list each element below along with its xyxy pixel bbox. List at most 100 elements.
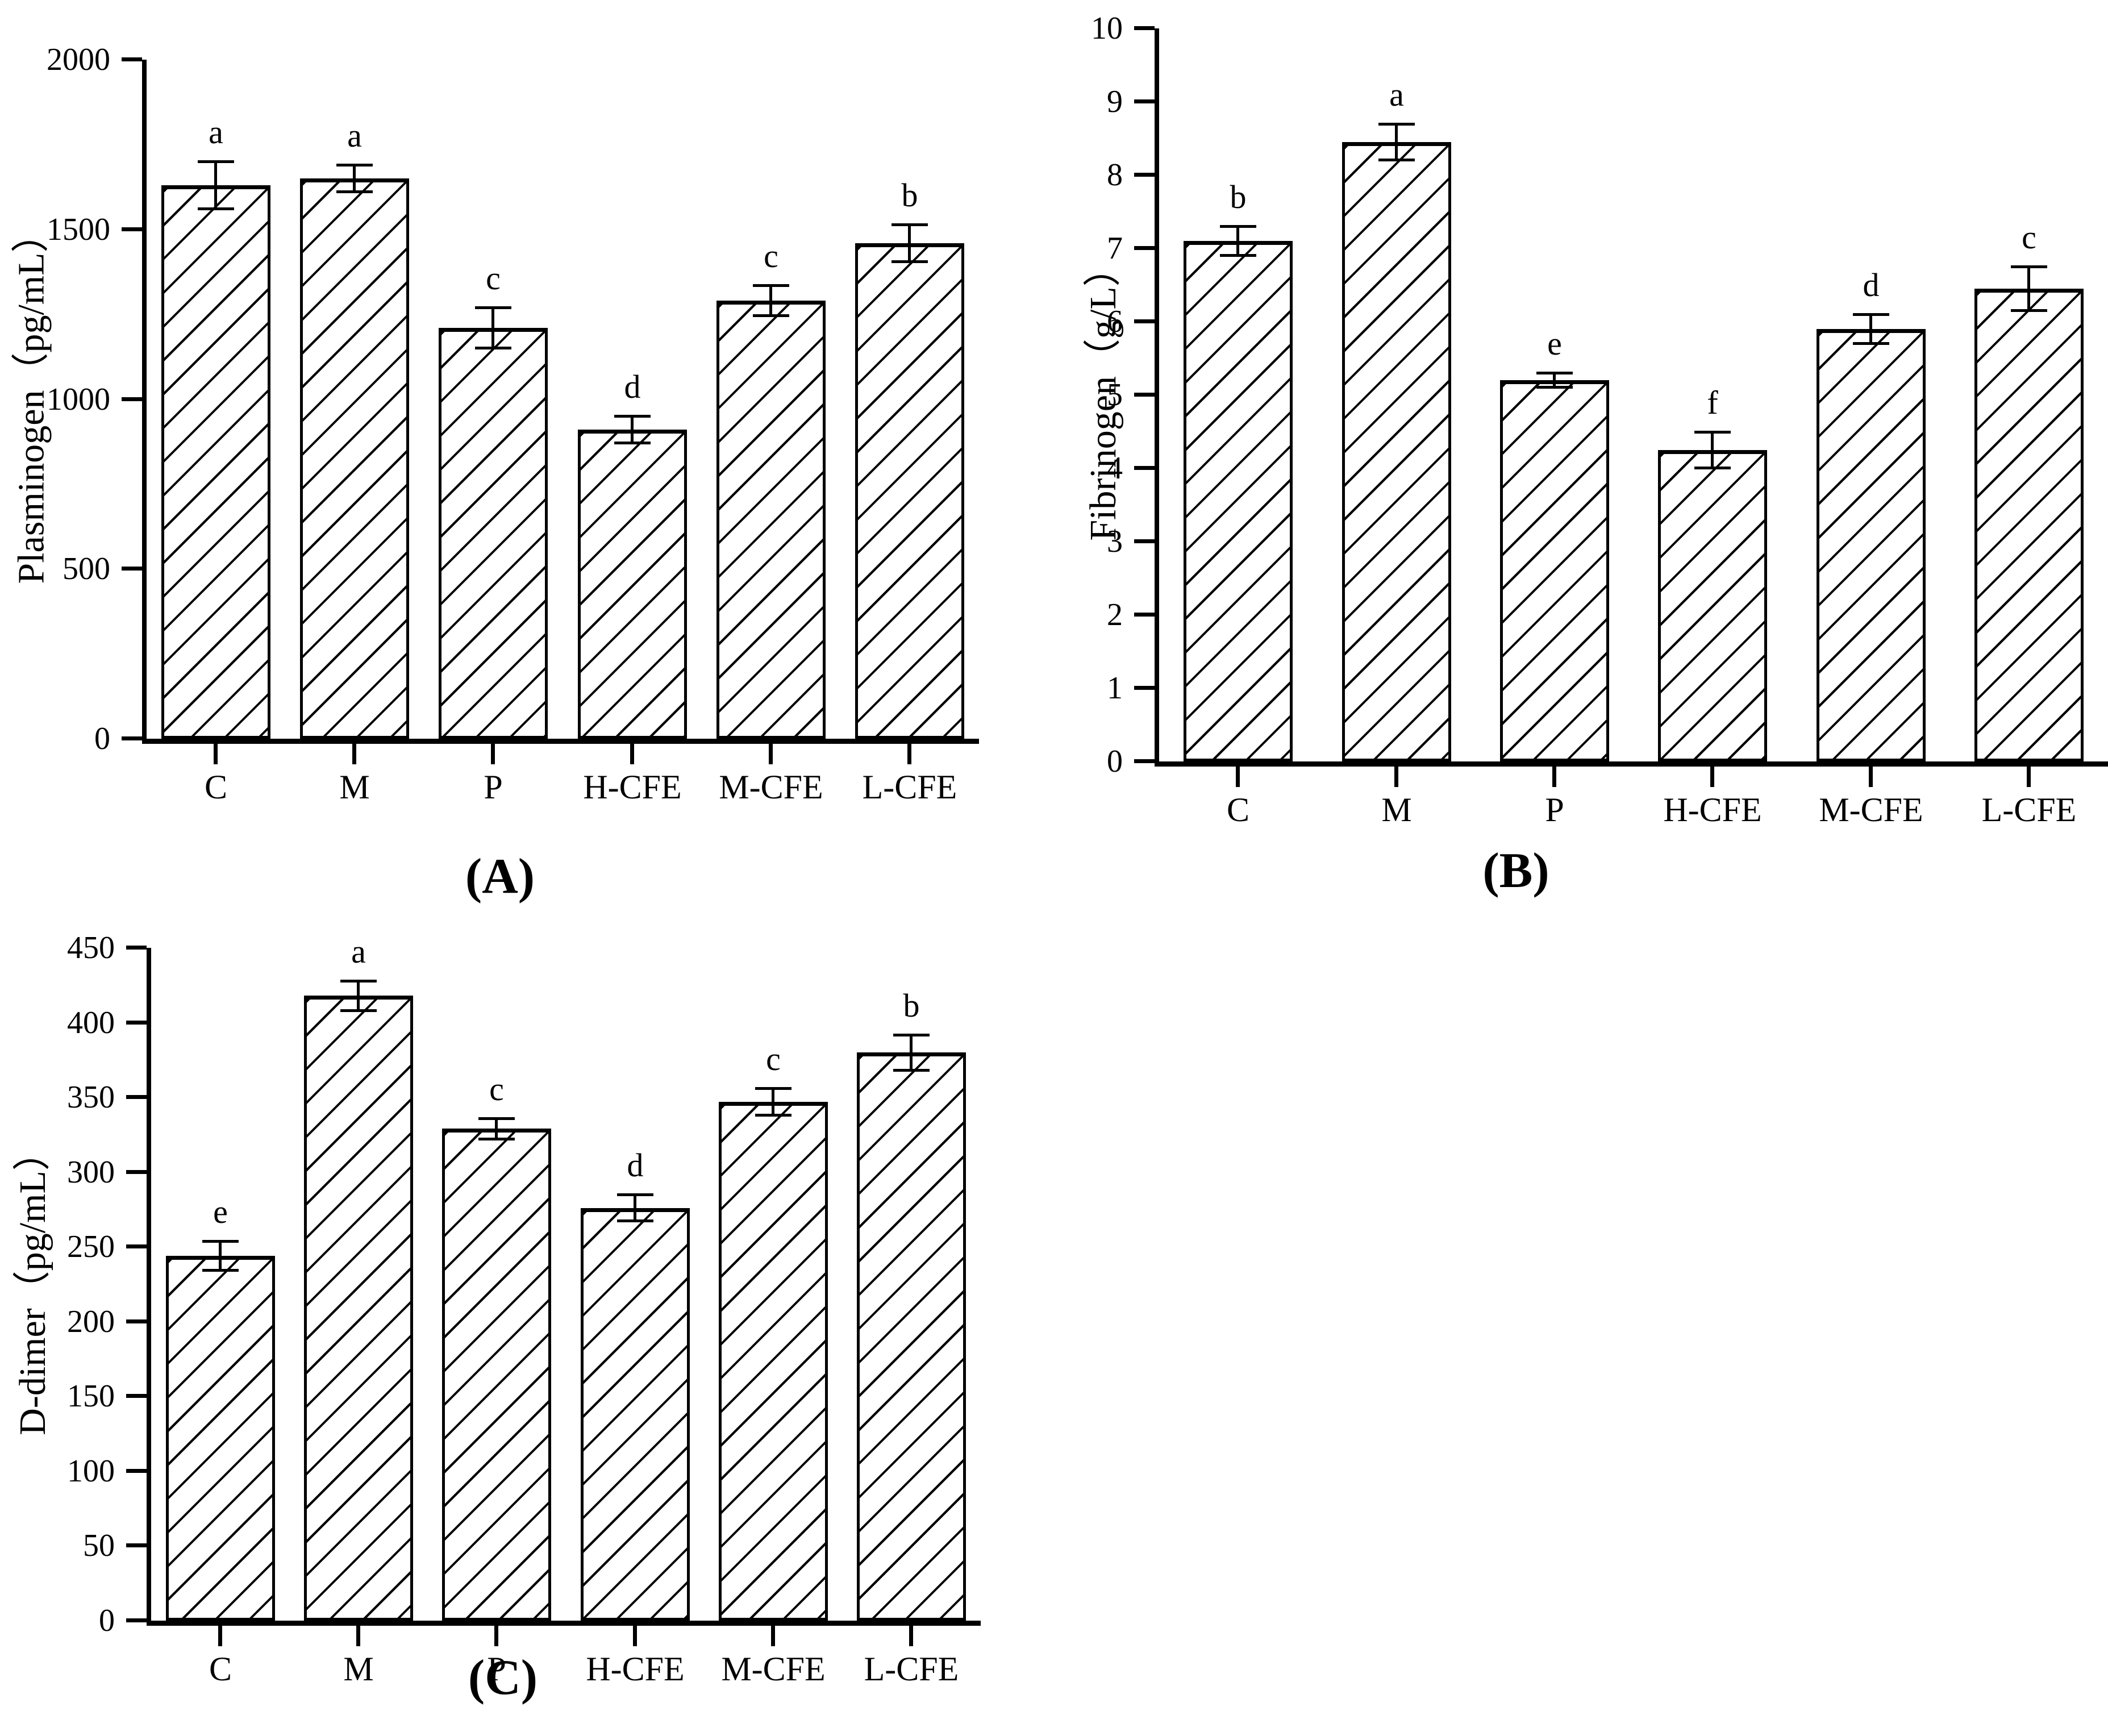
x-tick-m-cfe	[1869, 767, 1873, 787]
x-tick-label-l-cfe: L-CFE	[1981, 791, 2077, 829]
x-tick-label-p: P	[1545, 791, 1564, 829]
error-bar-p	[491, 307, 494, 348]
y-tick-label: 100	[67, 1454, 115, 1489]
y-tick	[1134, 466, 1155, 470]
x-tick-label-m: M	[339, 768, 370, 806]
x-tick-c	[1236, 767, 1240, 787]
error-bar-l-cfe	[910, 1035, 913, 1071]
error-bar-l-cfe	[908, 224, 911, 262]
error-bar-cap-top-l-cfe	[2011, 265, 2047, 268]
error-bar-cap-top-l-cfe	[891, 223, 928, 226]
bar-l-cfe	[1974, 289, 2084, 761]
y-tick-label: 450	[67, 930, 115, 965]
significance-letter-p: c	[489, 1071, 504, 1108]
y-tick	[126, 1469, 147, 1473]
y-tick	[122, 57, 142, 61]
y-tick	[126, 1319, 147, 1323]
y-tick	[1134, 26, 1155, 30]
x-tick-m	[352, 744, 356, 764]
x-tick-m-cfe	[771, 1626, 775, 1646]
error-bar-cap-bottom-m-cfe	[753, 314, 789, 317]
x-tick-l-cfe	[909, 1626, 913, 1646]
error-bar-cap-top-l-cfe	[893, 1034, 930, 1036]
bar-p	[1500, 380, 1609, 761]
error-bar-cap-top-p	[475, 306, 511, 309]
x-tick-label-m-cfe: M-CFE	[721, 1650, 826, 1688]
y-tick	[126, 1618, 147, 1622]
y-tick-label: 350	[67, 1080, 115, 1115]
error-bar-cap-bottom-p	[475, 347, 511, 349]
bar-l-cfe	[855, 243, 964, 739]
y-tick-label: 50	[83, 1528, 115, 1563]
x-tick-label-p: P	[487, 1650, 506, 1688]
bar-m-cfe	[719, 1102, 828, 1621]
error-bar-cap-top-p	[478, 1117, 515, 1120]
significance-letter-l-cfe: c	[2022, 219, 2036, 256]
significance-letter-p: c	[486, 260, 501, 297]
x-tick-label-m-cfe: M-CFE	[1819, 791, 1923, 829]
y-tick	[126, 1394, 147, 1398]
error-bar-cap-bottom-m	[340, 1009, 377, 1012]
error-bar-c	[1236, 226, 1239, 256]
panel-caption-b: (B)	[1482, 843, 1549, 898]
x-tick-l-cfe	[907, 744, 911, 764]
x-tick-label-m-cfe: M-CFE	[719, 768, 823, 806]
error-bar-cap-top-c	[1220, 225, 1256, 228]
y-tick-label: 2	[1107, 597, 1123, 632]
x-tick-label-l-cfe: L-CFE	[862, 768, 957, 806]
bar-m-cfe	[1817, 329, 1926, 761]
error-bar-m	[353, 165, 356, 192]
error-bar-cap-bottom-h-cfe	[1694, 467, 1731, 469]
y-tick	[1134, 539, 1155, 543]
y-tick	[1134, 686, 1155, 690]
x-tick-c	[214, 744, 218, 764]
x-tick-h-cfe	[630, 744, 634, 764]
x-tick-label-h-cfe: H-CFE	[583, 768, 682, 806]
error-bar-m	[1395, 124, 1398, 160]
error-bar-h-cfe	[634, 1194, 636, 1221]
bar-c	[161, 185, 270, 739]
error-bar-cap-top-h-cfe	[617, 1193, 653, 1196]
error-bar-cap-bottom-c	[1220, 254, 1256, 257]
y-tick	[1134, 319, 1155, 323]
error-bar-cap-top-m-cfe	[1853, 313, 1889, 316]
significance-letter-p: e	[1547, 325, 1562, 362]
bar-c	[1184, 241, 1293, 761]
y-tick	[126, 1095, 147, 1099]
significance-letter-m-cfe: c	[764, 238, 778, 274]
bar-l-cfe	[857, 1052, 966, 1621]
y-tick-label: 300	[67, 1155, 115, 1190]
error-bar-p	[495, 1118, 498, 1139]
bar-h-cfe	[1658, 450, 1767, 761]
x-tick-label-p: P	[484, 768, 503, 806]
y-tick	[126, 946, 147, 950]
y-tick-label: 1000	[47, 382, 110, 417]
error-bar-cap-top-h-cfe	[1694, 431, 1731, 434]
y-tick-label: 2000	[47, 42, 110, 77]
y-tick-label: 200	[67, 1304, 115, 1339]
error-bar-cap-bottom-m-cfe	[755, 1114, 791, 1117]
significance-letter-l-cfe: b	[903, 987, 920, 1024]
bar-m	[300, 178, 409, 739]
error-bar-cap-bottom-c	[202, 1269, 239, 1272]
x-tick-label-m: M	[343, 1650, 374, 1688]
y-tick-label: 0	[1107, 744, 1123, 779]
error-bar-cap-bottom-l-cfe	[893, 1069, 930, 1072]
significance-letter-m-cfe: c	[766, 1040, 781, 1077]
significance-letter-m: a	[347, 117, 362, 154]
y-tick	[1134, 99, 1155, 103]
significance-letter-h-cfe: d	[627, 1147, 644, 1184]
significance-letter-h-cfe: f	[1707, 384, 1718, 421]
y-tick	[1134, 613, 1155, 617]
error-bar-cap-bottom-h-cfe	[617, 1219, 653, 1222]
y-tick-label: 3	[1107, 524, 1123, 559]
error-bar-h-cfe	[631, 416, 634, 443]
panel-caption-c: (C)	[468, 1650, 538, 1705]
error-bar-cap-bottom-p	[1536, 386, 1573, 389]
error-bar-c	[219, 1241, 222, 1271]
error-bar-cap-top-c	[202, 1240, 239, 1243]
y-tick-label: 10	[1091, 11, 1123, 46]
significance-letter-m: a	[1389, 76, 1404, 113]
